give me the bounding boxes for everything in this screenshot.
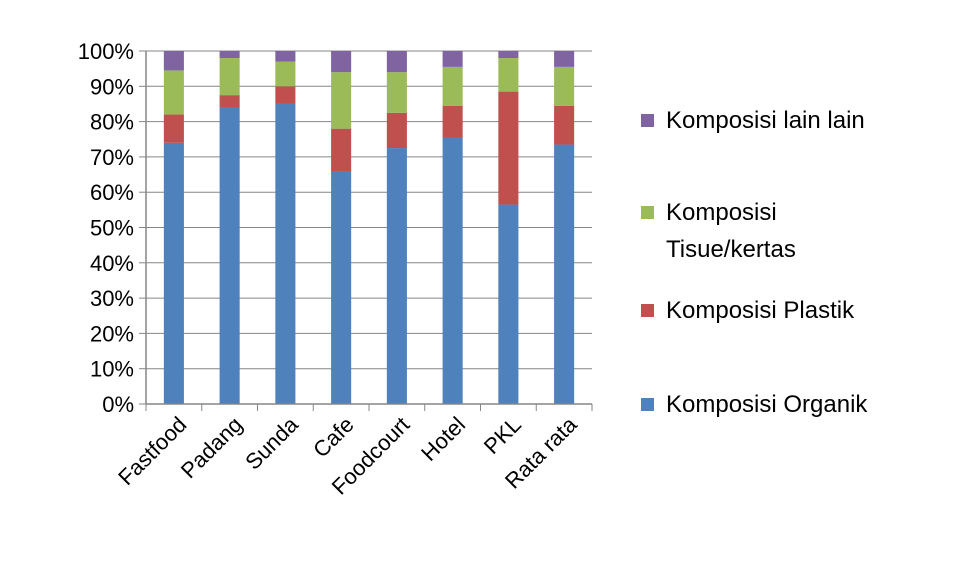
bar-padang-series-2	[219, 58, 240, 96]
bar-hotel-series-2	[442, 66, 463, 106]
bar-sunda-series-3	[275, 51, 296, 62]
legend-label: Tisue/kertas	[666, 236, 796, 263]
legend-swatch	[641, 304, 654, 317]
bars	[163, 51, 575, 405]
bar-pkl-series-3	[498, 51, 519, 59]
legend: Komposisi lain lain Komposisi Tisue/kertas…	[641, 107, 868, 418]
bar-cafe-series-1	[331, 128, 352, 172]
y-tick-label: 0%	[102, 392, 134, 417]
x-tick-label: Sunda	[240, 411, 303, 474]
bar-foodcourt-series-1	[386, 112, 407, 149]
bar-hotel-series-1	[442, 105, 463, 138]
legend-label: Komposisi	[666, 199, 777, 226]
bar-fastfood-series-0	[163, 142, 184, 404]
y-tick-label: 30%	[90, 286, 134, 311]
y-tick-label: 70%	[90, 145, 134, 170]
bar-fastfood-series-3	[163, 51, 184, 71]
bar-sunda-series-2	[275, 61, 296, 87]
bar-fastfood-series-1	[163, 114, 184, 143]
bar-cafe-series-3	[331, 51, 352, 73]
y-tick-label: 50%	[90, 216, 134, 241]
bar-hotel-series-0	[442, 137, 463, 405]
bar-pkl-series-1	[498, 91, 519, 205]
bar-sunda-series-1	[275, 86, 296, 104]
bar-fastfood-series-2	[163, 70, 184, 115]
legend-swatch	[641, 206, 654, 219]
bar-padang-series-1	[219, 95, 240, 108]
bar-rata-rata-series-1	[554, 105, 575, 145]
y-tick-label: 90%	[90, 74, 134, 99]
bar-foodcourt-series-3	[386, 51, 407, 73]
x-tick-label: Hotel	[416, 412, 470, 466]
bar-cafe-series-0	[331, 171, 352, 404]
legend-label: Komposisi Plastik	[666, 297, 855, 324]
bar-rata-rata-series-0	[554, 144, 575, 405]
bar-rata-rata-series-2	[554, 66, 575, 106]
bar-padang-series-0	[219, 107, 240, 404]
bar-pkl-series-2	[498, 58, 519, 92]
legend-swatch	[641, 114, 654, 127]
bar-padang-series-3	[219, 51, 240, 59]
y-tick-label: 60%	[90, 180, 134, 205]
bar-sunda-series-0	[275, 103, 296, 404]
bar-pkl-series-0	[498, 204, 519, 404]
y-tick-label: 100%	[78, 39, 134, 64]
legend-label: Komposisi lain lain	[666, 107, 865, 134]
x-tick-label: Padang	[176, 412, 247, 483]
x-tick-label: Fastfood	[113, 412, 191, 490]
y-tick-label: 80%	[90, 110, 134, 135]
legend-label: Komposisi Organik	[666, 391, 868, 418]
x-tick-label: PKL	[479, 412, 526, 459]
bar-cafe-series-2	[331, 72, 352, 129]
y-tick-label: 40%	[90, 251, 134, 276]
y-tick-label: 10%	[90, 357, 134, 382]
y-tick-label: 20%	[90, 321, 134, 346]
bar-rata-rata-series-3	[554, 51, 575, 67]
bar-foodcourt-series-0	[386, 148, 407, 404]
bar-foodcourt-series-2	[386, 72, 407, 113]
bar-hotel-series-3	[442, 51, 463, 67]
legend-swatch	[641, 398, 654, 411]
x-tick-label: Cafe	[308, 412, 359, 463]
gridlines	[146, 50, 592, 370]
